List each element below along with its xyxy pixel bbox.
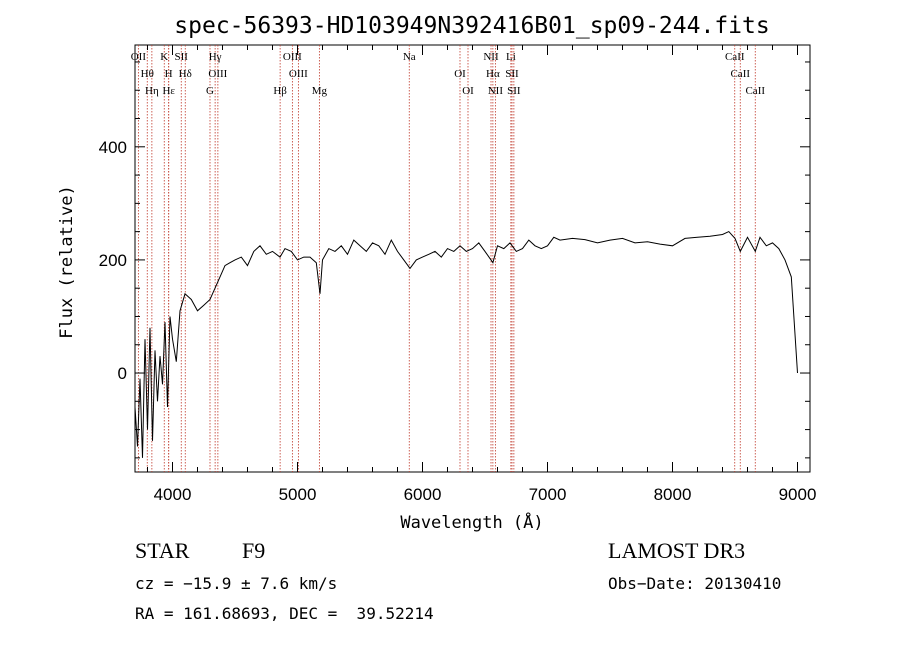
spectral-line-markers xyxy=(137,45,756,472)
line-label: Hδ xyxy=(179,68,192,80)
line-label: OIII xyxy=(283,51,302,63)
y-axis-label: Flux (relative) xyxy=(57,185,77,339)
line-label: H xyxy=(165,68,173,80)
x-tick-label: 6000 xyxy=(404,485,442,504)
x-tick-label: 4000 xyxy=(154,485,192,504)
spectrum-line xyxy=(134,230,798,458)
line-label: OIII xyxy=(208,68,227,80)
y-tick-label: 400 xyxy=(99,138,127,157)
line-label: Mg xyxy=(312,85,328,97)
line-label: SII xyxy=(175,51,189,63)
line-label: SII xyxy=(507,85,521,97)
line-label: Hγ xyxy=(209,51,222,63)
plot-frame xyxy=(134,44,811,473)
x-axis-label: Wavelength (Å) xyxy=(400,511,543,533)
subclass-label: F9 xyxy=(242,538,266,563)
obs-date-text: Obs−Date: 20130410 xyxy=(608,574,782,593)
line-label: K xyxy=(160,51,168,63)
line-label: CaII xyxy=(730,68,750,80)
survey-label: LAMOST DR3 xyxy=(608,538,746,563)
line-label: Hα xyxy=(486,68,500,80)
line-label: SII xyxy=(505,68,519,80)
line-label: NII xyxy=(483,51,499,63)
line-label: OI xyxy=(454,68,466,80)
line-label: G xyxy=(206,85,214,97)
y-tick-label: 0 xyxy=(118,364,127,383)
x-tick-label: 5000 xyxy=(279,485,317,504)
x-tick-label: 7000 xyxy=(529,485,567,504)
line-label: OII xyxy=(131,51,147,63)
redshift-text: cz = −15.9 ± 7.6 km/s xyxy=(135,574,338,593)
spectral-line-labels: OIIHθHηKHHεSIIHδGHγOIIIHβOIIIOIIIMgNaOIO… xyxy=(131,51,766,97)
chart-title: spec-56393-HD103949N392416B01_sp09-244.f… xyxy=(174,13,769,39)
x-tick-label: 8000 xyxy=(654,485,692,504)
y-tick-label: 200 xyxy=(99,251,127,270)
line-label: OI xyxy=(462,85,474,97)
line-label: CaII xyxy=(725,51,745,63)
line-label: Hθ xyxy=(141,68,154,80)
axis-ticks: 4000 5000 6000 7000 8000 9000 0 200 400 xyxy=(99,45,817,504)
line-label: Hη xyxy=(145,85,159,97)
line-label: OIII xyxy=(289,68,308,80)
line-label: CaII xyxy=(745,85,765,97)
line-label: Hε xyxy=(162,85,175,97)
line-label: Li xyxy=(506,51,516,63)
x-tick-label: 9000 xyxy=(779,485,817,504)
coordinates-text: RA = 161.68693, DEC = 39.52214 xyxy=(135,604,434,623)
line-label: NII xyxy=(488,85,504,97)
class-label: STAR xyxy=(135,538,190,563)
line-label: Na xyxy=(403,51,416,63)
line-label: Hβ xyxy=(273,85,287,97)
